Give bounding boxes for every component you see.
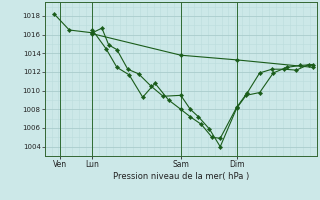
X-axis label: Pression niveau de la mer( hPa ): Pression niveau de la mer( hPa ) — [113, 172, 249, 181]
